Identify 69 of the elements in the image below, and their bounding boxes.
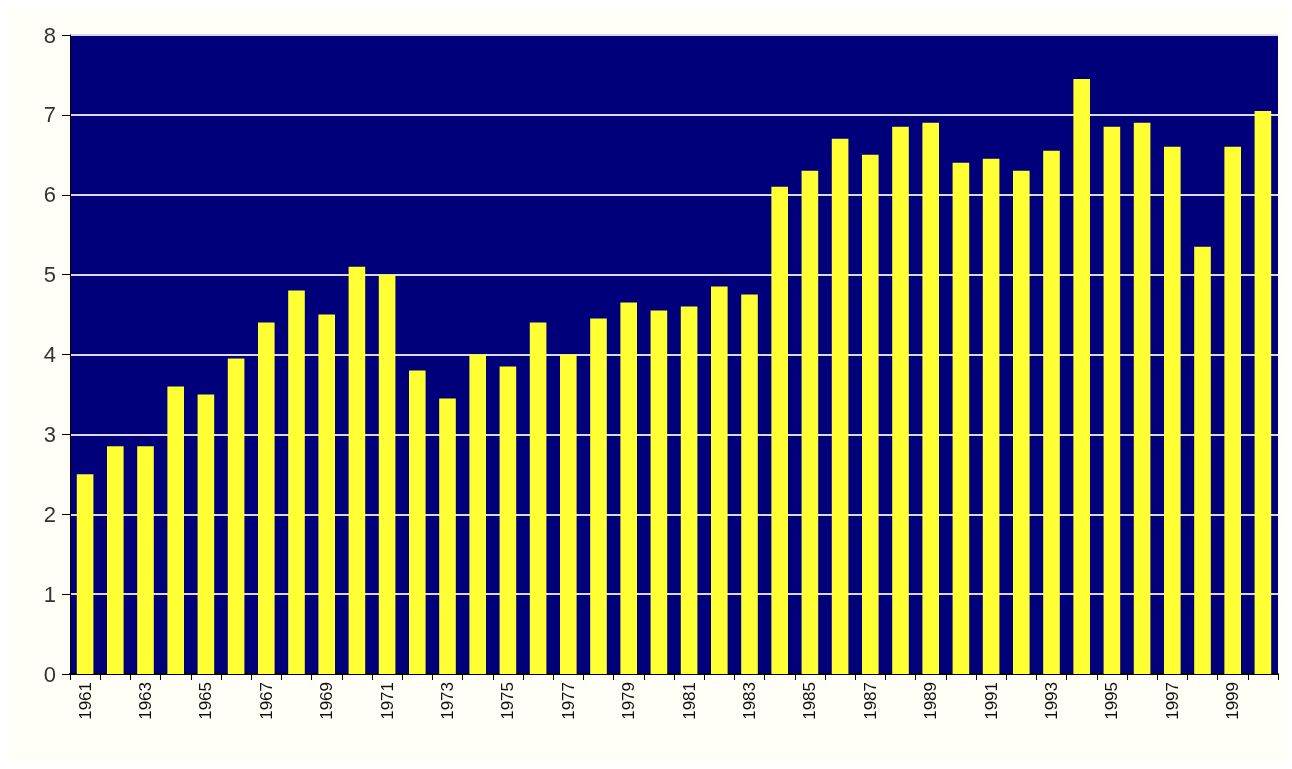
bar (741, 294, 758, 674)
y-tick-label: 7 (43, 102, 56, 128)
bar (348, 266, 366, 674)
bar (1073, 78, 1090, 674)
bar (439, 398, 456, 674)
bar (76, 474, 94, 674)
bar (469, 354, 487, 674)
y-tick-label: 5 (43, 262, 56, 288)
bar (831, 138, 849, 674)
x-tick-label: 1989 (921, 682, 941, 720)
bar (590, 318, 607, 674)
bar (1133, 122, 1151, 674)
bar (288, 290, 305, 674)
bar (318, 314, 336, 674)
bar (711, 286, 728, 674)
x-tick-label: 1967 (256, 682, 276, 720)
x-tick-label: 1973 (438, 682, 457, 720)
x-tick-label: 1975 (498, 682, 518, 720)
bar (197, 394, 215, 674)
x-tick-label: 1961 (75, 682, 95, 720)
x-tick-label: 1979 (619, 682, 639, 720)
bar (529, 322, 547, 674)
x-tick-label: 1997 (1162, 682, 1182, 720)
bar (258, 322, 275, 674)
bar (771, 186, 789, 674)
bar (560, 354, 577, 674)
x-tick-label: 1995 (1102, 682, 1122, 720)
bar (680, 306, 698, 674)
bar (1224, 146, 1241, 674)
bar (892, 126, 909, 674)
x-tick-label: 1969 (317, 682, 337, 720)
bar (227, 358, 245, 674)
x-tick-label: 1985 (800, 682, 820, 720)
bar (107, 446, 124, 674)
bar (1254, 110, 1272, 674)
y-tick-label: 1 (43, 581, 56, 607)
bar (137, 446, 154, 674)
x-tick-label: 1981 (679, 682, 699, 720)
bar (1163, 146, 1181, 674)
x-tick-label: 1993 (1042, 682, 1061, 720)
x-tick-label: 1971 (377, 682, 397, 720)
bar (982, 158, 1000, 674)
bar (650, 310, 668, 674)
bar (378, 274, 396, 674)
bar (620, 302, 638, 674)
bar (499, 366, 517, 674)
x-tick-label: 1999 (1223, 682, 1243, 720)
bar (1103, 126, 1121, 674)
bar (1013, 170, 1030, 674)
y-tick-label: 8 (43, 22, 56, 48)
x-tick-label: 1963 (136, 682, 155, 720)
bar (922, 122, 940, 674)
bar (409, 370, 426, 674)
x-tick-label: 1965 (196, 682, 216, 720)
bar (1043, 150, 1060, 674)
bar (801, 170, 819, 674)
y-tick-label: 2 (43, 501, 56, 527)
x-tick-label: 1983 (740, 682, 759, 720)
y-tick-label: 3 (43, 421, 56, 447)
x-tick-label: 1977 (558, 682, 578, 720)
bar (862, 154, 879, 674)
bar (1194, 246, 1211, 674)
y-tick-label: 6 (43, 182, 56, 208)
y-tick-label: 0 (43, 661, 56, 687)
x-tick-label: 1987 (860, 682, 880, 720)
bar (167, 386, 185, 674)
bar (952, 162, 970, 674)
y-tick-label: 4 (43, 342, 56, 367)
x-tick-label: 1991 (981, 682, 1001, 720)
